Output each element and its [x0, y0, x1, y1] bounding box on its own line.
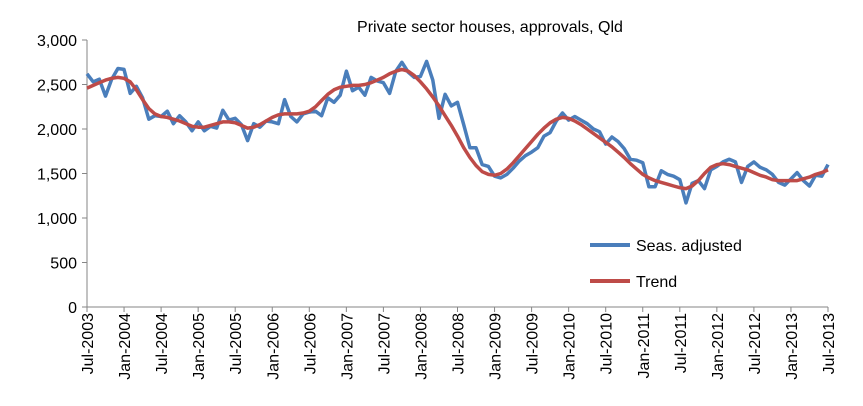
x-tick-label: Jan-2004 — [117, 313, 134, 380]
x-tick-label: Jul-2003 — [80, 313, 97, 374]
y-tick-label: 1,500 — [37, 167, 77, 184]
x-tick-label: Jan-2009 — [488, 313, 505, 380]
y-tick-label: 2,500 — [37, 78, 77, 95]
axes: 0 500 1,000 1,500 2,000 2,500 3,000 Jul-2003 Jan… — [37, 33, 838, 380]
x-tick-label: Jan-2012 — [710, 313, 727, 380]
y-tick-label: 2,000 — [37, 122, 77, 139]
chart-title: Private sector houses, approvals, Qld — [357, 19, 623, 36]
x-tick-label: Jan-2008 — [413, 313, 430, 380]
series-line-trend — [86, 67, 829, 191]
y-tick-label: 1,000 — [37, 211, 77, 228]
x-tick-label: Jan-2005 — [191, 313, 208, 380]
y-tick-label: 3,000 — [37, 33, 77, 50]
series-line-seas-adjusted — [85, 59, 830, 205]
x-tick-label: Jan-2007 — [339, 313, 356, 380]
x-tick-label: Jul-2013 — [821, 313, 838, 374]
x-tick-label: Jul-2010 — [599, 313, 616, 374]
x-tick-label: Jul-2009 — [525, 313, 542, 374]
x-tick-label: Jan-2011 — [636, 313, 653, 379]
x-tick-label: Jul-2012 — [747, 313, 764, 374]
legend-label-seas-adjusted: Seas. adjusted — [636, 238, 742, 255]
legend-label-trend: Trend — [636, 274, 677, 291]
y-tick-label: 500 — [50, 256, 77, 273]
x-tick-label: Jul-2011 — [673, 313, 690, 373]
x-tick-label: Jan-2013 — [784, 313, 801, 380]
legend: Seas. adjusted Trend — [590, 238, 742, 291]
series-group — [85, 59, 830, 205]
x-tick-label: Jul-2006 — [302, 313, 319, 374]
x-tick-label: Jul-2007 — [376, 313, 393, 374]
x-tick-label: Jan-2006 — [265, 313, 282, 380]
y-tick-label: 0 — [68, 300, 77, 317]
x-tick-label: Jan-2010 — [562, 313, 579, 380]
x-tick-label: Jul-2008 — [451, 313, 468, 374]
x-tick-label: Jul-2004 — [154, 313, 171, 374]
x-tick-label: Jul-2005 — [228, 313, 245, 374]
